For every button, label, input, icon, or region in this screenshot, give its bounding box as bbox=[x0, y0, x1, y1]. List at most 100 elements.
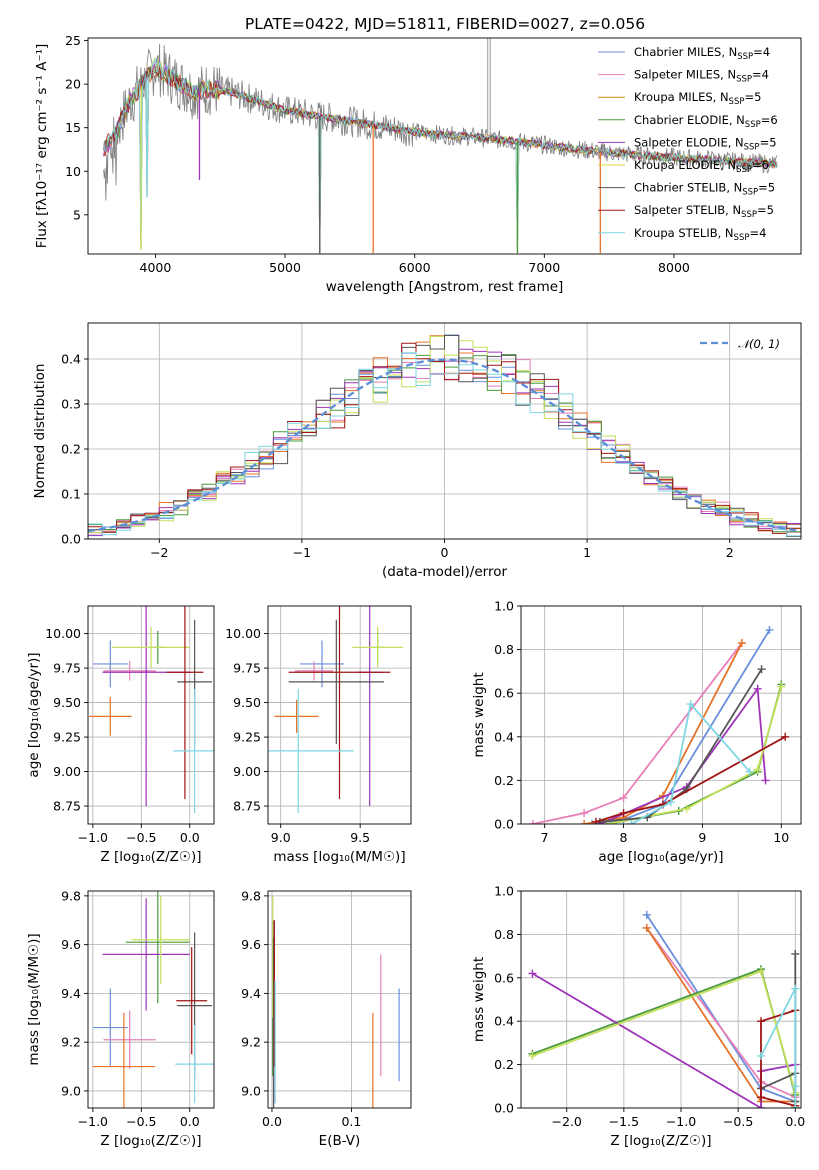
weight-line bbox=[599, 686, 767, 824]
weight-marker bbox=[580, 809, 589, 818]
weight-line bbox=[630, 702, 751, 824]
legend-label: Kroupa MILES, NSSP=5 bbox=[634, 90, 761, 107]
x-tick-label: −1.0 bbox=[78, 830, 108, 845]
weight-marker bbox=[757, 1104, 765, 1108]
legend: 𝒩(0, 1) bbox=[700, 337, 780, 351]
y-tick-label: 9.2 bbox=[241, 1035, 261, 1050]
y-tick-label: 0.3 bbox=[61, 397, 81, 412]
normal-curve bbox=[88, 358, 801, 533]
legend-label: Kroupa ELODIE, NSSP=6 bbox=[634, 158, 769, 175]
x-tick-label: −1.5 bbox=[609, 1114, 639, 1129]
legend-base: Chabrier ELODIE, N bbox=[634, 113, 745, 127]
y-tick-label: 9.6 bbox=[61, 937, 81, 952]
weight-marker bbox=[777, 682, 786, 691]
y-tick-label: 0.2 bbox=[61, 442, 81, 457]
weight-line bbox=[532, 967, 797, 1108]
legend-sub: SSP bbox=[745, 120, 761, 130]
x-axis-label: Z [log₁₀(Z/Z☉)] bbox=[610, 1133, 711, 1149]
y-axis-label: mass weight bbox=[471, 957, 487, 1042]
panel-mass-vs-Z: −1.0 −0.5 0.0 9.0 9.2 9.4 9.6 9.8 Z [log₁₀(Z/Z☉)… bbox=[26, 888, 215, 1149]
legend-base: Kroupa STELIB, N bbox=[634, 226, 734, 240]
y-tick-label: 8.75 bbox=[53, 799, 81, 814]
legend-label: 𝒩(0, 1) bbox=[738, 337, 780, 351]
legend-sub: SSP bbox=[737, 52, 753, 62]
y-tick-label: 0.2 bbox=[494, 1057, 514, 1072]
weight-line bbox=[599, 668, 763, 823]
y-tick-label: 0.6 bbox=[494, 686, 514, 701]
plot-area bbox=[103, 38, 778, 254]
x-tick-label: 6000 bbox=[399, 260, 431, 275]
legend-label: Salpeter STELIB, NSSP=5 bbox=[634, 203, 774, 220]
weight-marker bbox=[757, 1017, 765, 1026]
figure-title: PLATE=0422, MJD=51811, FIBERID=0027, z=0… bbox=[245, 15, 645, 33]
x-axis-label: wavelength [Angstrom, rest frame] bbox=[326, 279, 564, 295]
legend-tail: =4 bbox=[753, 45, 770, 59]
legend-base: Chabrier STELIB, N bbox=[634, 181, 742, 195]
x-tick-label: 4000 bbox=[140, 260, 172, 275]
weight-marker bbox=[580, 820, 589, 824]
x-tick-label: −1 bbox=[293, 545, 311, 560]
weight-marker bbox=[765, 625, 774, 634]
x-tick-label: 9 bbox=[698, 830, 706, 845]
weight-marker bbox=[753, 684, 762, 693]
x-tick-label: 9.5 bbox=[350, 830, 370, 845]
plot-area bbox=[528, 910, 800, 1108]
x-tick-label: 0 bbox=[441, 545, 449, 560]
legend-base: Kroupa MILES, N bbox=[634, 90, 729, 104]
plot-area bbox=[528, 625, 790, 824]
y-tick-label: 0.4 bbox=[494, 1014, 514, 1029]
x-tick-label: −2 bbox=[150, 545, 168, 560]
y-tick-label: 1.0 bbox=[494, 599, 514, 614]
panel-weight-vs-Z: −2.0 −1.5 −1.0 −0.5 0.0 0.0 0.2 0.4 0.6 0.8 1.0 Z [… bbox=[471, 884, 805, 1150]
weight-marker bbox=[666, 798, 675, 807]
weight-marker bbox=[619, 793, 628, 802]
weight-marker bbox=[757, 1051, 765, 1060]
model-spectrum-line bbox=[103, 59, 778, 254]
grid-lines bbox=[88, 891, 214, 1108]
weight-marker bbox=[791, 1082, 800, 1091]
observed-spectrum-line bbox=[103, 44, 778, 201]
legend-base: Salpeter STELIB, N bbox=[634, 203, 741, 217]
histogram-step bbox=[88, 335, 801, 539]
legend-tail: =5 bbox=[757, 203, 774, 217]
x-tick-label: 0.0 bbox=[262, 1114, 282, 1129]
axes-frame bbox=[87, 37, 802, 255]
weight-marker bbox=[591, 817, 600, 824]
x-axis-label: Z [log₁₀(Z/Z☉)] bbox=[100, 1133, 201, 1149]
y-tick-label: 0.6 bbox=[494, 970, 514, 985]
weight-marker bbox=[757, 665, 766, 674]
weight-marker bbox=[745, 767, 754, 776]
y-axis-label: mass weight bbox=[471, 672, 487, 757]
histogram-step bbox=[88, 342, 801, 539]
plot-area bbox=[88, 334, 801, 539]
y-tick-label: 9.00 bbox=[233, 764, 261, 779]
axes-frame bbox=[87, 605, 215, 825]
legend-label: Chabrier STELIB, NSSP=5 bbox=[634, 181, 775, 198]
y-tick-label: 9.8 bbox=[241, 888, 261, 903]
legend-base: Chabrier MILES, N bbox=[634, 45, 737, 59]
x-tick-label: 0.1 bbox=[341, 1114, 361, 1129]
panel-age-vs-mass: 9.0 9.5 8.75 9.00 9.25 9.50 9.75 10.00 mass [log… bbox=[225, 605, 412, 865]
y-tick-label: 0.0 bbox=[61, 532, 81, 547]
x-axis-label: (data-model)/error bbox=[382, 564, 508, 580]
y-tick-label: 9.2 bbox=[61, 1035, 81, 1050]
plot-area bbox=[268, 606, 404, 813]
y-tick-label: 9.75 bbox=[233, 661, 261, 676]
weight-line bbox=[595, 736, 786, 823]
plot-area bbox=[88, 606, 214, 813]
weight-marker bbox=[528, 1051, 537, 1060]
y-tick-label: 0.2 bbox=[494, 773, 514, 788]
legend-sub: SSP bbox=[734, 233, 750, 243]
model-spectrum-line bbox=[103, 65, 778, 169]
weight-marker bbox=[642, 923, 651, 932]
y-tick-label: 0.8 bbox=[494, 927, 514, 942]
weight-marker bbox=[791, 984, 800, 993]
legend-sub: SSP bbox=[744, 142, 760, 152]
panel-weight-vs-age: 7 8 9 10 0.0 0.2 0.4 0.6 0.8 1.0 age [log₁₀(age/yr… bbox=[471, 599, 802, 865]
legend-label: Kroupa STELIB, NSSP=4 bbox=[634, 226, 766, 243]
legend-base: Kroupa ELODIE, N bbox=[634, 158, 736, 172]
plot-layer: 4000 5000 6000 7000 8000510152025wavelength … bbox=[26, 33, 805, 1149]
weight-line bbox=[760, 1009, 796, 1107]
y-tick-label: 0.4 bbox=[494, 729, 514, 744]
x-axis-label: Z [log₁₀(Z/Z☉)] bbox=[100, 849, 201, 865]
